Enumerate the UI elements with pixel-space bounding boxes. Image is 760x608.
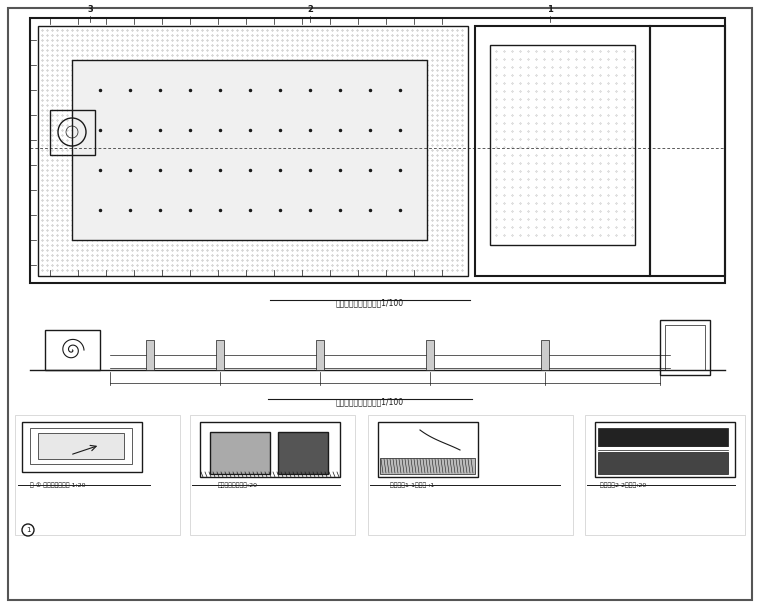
Text: 入口特色景观立面图：1/100: 入口特色景观立面图：1/100: [336, 397, 404, 406]
Bar: [475, 26, 650, 276]
Bar: [660, 320, 710, 375]
Bar: [38, 433, 124, 459]
Bar: [15, 415, 180, 535]
Bar: [598, 452, 728, 474]
Bar: [585, 415, 745, 535]
Text: 3: 3: [87, 5, 93, 14]
Bar: [30, 428, 132, 464]
Bar: [72, 60, 427, 240]
Bar: [22, 422, 142, 472]
Bar: [216, 340, 224, 370]
Bar: [426, 340, 434, 370]
Text: ⑴ ① 吱水塡墙平面图 1:20: ⑴ ① 吱水塡墙平面图 1:20: [30, 482, 85, 488]
Text: 吱水塡墉2 2剪面图:20: 吱水塡墉2 2剪面图:20: [600, 482, 646, 488]
Bar: [200, 422, 340, 477]
Text: 1: 1: [26, 527, 30, 533]
Bar: [278, 432, 328, 474]
Bar: [38, 26, 468, 276]
Bar: [45, 330, 100, 370]
Bar: [210, 432, 270, 474]
Bar: [378, 422, 478, 477]
Bar: [595, 422, 735, 477]
Text: 入口特色景观平面图：1/100: 入口特色景观平面图：1/100: [336, 298, 404, 307]
Text: 吱水塡墉1-1剪面图 :1: 吱水塡墉1-1剪面图 :1: [390, 482, 434, 488]
Bar: [380, 458, 475, 474]
Bar: [490, 45, 635, 245]
Text: 2: 2: [307, 5, 313, 14]
Bar: [598, 428, 728, 448]
Bar: [50, 110, 95, 155]
Bar: [146, 340, 154, 370]
Bar: [650, 26, 725, 276]
Bar: [368, 415, 573, 535]
Text: 吱水塡墙側立面图:20: 吱水塡墙側立面图:20: [218, 482, 258, 488]
Bar: [541, 340, 549, 370]
Text: 1: 1: [547, 5, 553, 14]
Bar: [316, 340, 324, 370]
Bar: [30, 18, 725, 283]
Bar: [665, 325, 705, 370]
Bar: [190, 415, 355, 535]
